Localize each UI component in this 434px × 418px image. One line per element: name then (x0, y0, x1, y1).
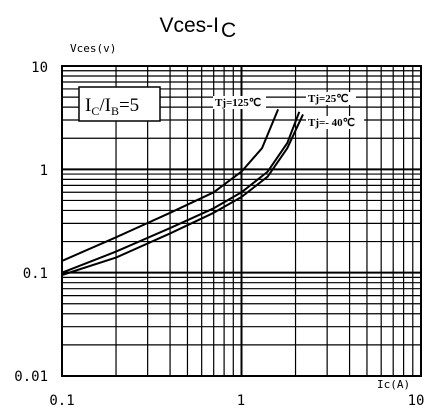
series-label-1: Tj=25℃ (306, 92, 356, 105)
series-line-2 (61, 113, 304, 276)
condition-label: IC/IB=5 (85, 95, 139, 118)
series-label-text: Tj=- 40℃ (308, 117, 355, 129)
plot-frame (61, 65, 422, 377)
y-tick-label: 0.01 (14, 369, 48, 385)
chart-title: Vces-I (159, 14, 219, 37)
series-label-text: Tj=125℃ (215, 97, 261, 109)
y-tick-label: 10 (31, 60, 48, 76)
chart-title-subscript: C (221, 19, 236, 42)
x-axis-label: Ic(A) (377, 378, 410, 391)
series-label-text: Tj=25℃ (308, 93, 349, 105)
series-line-0 (61, 109, 280, 262)
x-tick-label: 0.1 (49, 393, 74, 409)
x-tick-label: 10 (408, 393, 425, 409)
series-layer (61, 109, 304, 276)
y-tick-label: 1 (40, 163, 48, 179)
y-axis-label: Vces(v) (70, 42, 116, 55)
series-line-1 (61, 111, 301, 274)
x-tick-label: 1 (237, 393, 245, 409)
y-tick-label: 0.1 (23, 266, 48, 282)
condition-box: IC/IB=5 (78, 86, 161, 122)
series-label-2: Tj=- 40℃ (306, 116, 364, 129)
condition-box-frame (78, 86, 161, 122)
series-label-0: Tj=125℃ (213, 96, 266, 109)
